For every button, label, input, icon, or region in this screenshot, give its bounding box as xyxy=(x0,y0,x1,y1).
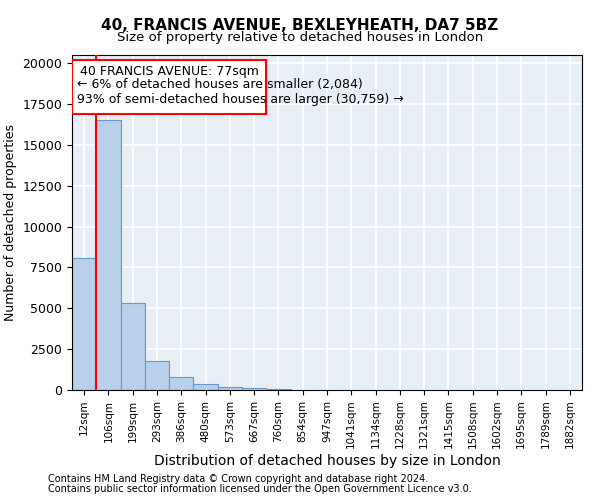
Bar xyxy=(242,388,266,390)
Text: Size of property relative to detached houses in London: Size of property relative to detached ho… xyxy=(117,31,483,44)
Text: ← 6% of detached houses are smaller (2,084): ← 6% of detached houses are smaller (2,0… xyxy=(77,78,362,91)
Text: 40, FRANCIS AVENUE, BEXLEYHEATH, DA7 5BZ: 40, FRANCIS AVENUE, BEXLEYHEATH, DA7 5BZ xyxy=(101,18,499,32)
Bar xyxy=(145,360,169,390)
Text: 93% of semi-detached houses are larger (30,759) →: 93% of semi-detached houses are larger (… xyxy=(77,92,404,106)
X-axis label: Distribution of detached houses by size in London: Distribution of detached houses by size … xyxy=(154,454,500,468)
Text: Contains HM Land Registry data © Crown copyright and database right 2024.: Contains HM Land Registry data © Crown c… xyxy=(48,474,428,484)
Text: 40 FRANCIS AVENUE: 77sqm: 40 FRANCIS AVENUE: 77sqm xyxy=(80,65,259,78)
Bar xyxy=(218,386,242,390)
Bar xyxy=(266,388,290,390)
Bar xyxy=(72,258,96,390)
Bar xyxy=(169,377,193,390)
FancyBboxPatch shape xyxy=(72,60,266,114)
Text: Contains public sector information licensed under the Open Government Licence v3: Contains public sector information licen… xyxy=(48,484,472,494)
Bar xyxy=(121,304,145,390)
Bar xyxy=(193,384,218,390)
Y-axis label: Number of detached properties: Number of detached properties xyxy=(4,124,17,321)
Bar xyxy=(96,120,121,390)
